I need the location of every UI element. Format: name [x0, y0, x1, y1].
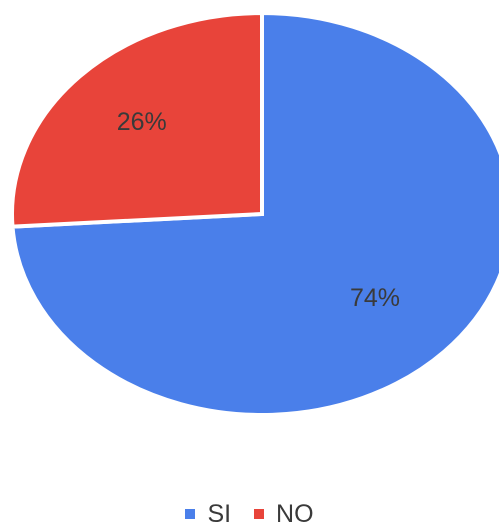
legend-item-no: NO: [254, 500, 314, 529]
slice-label-no: 26%: [117, 108, 167, 136]
slice-label-si: 74%: [350, 284, 400, 312]
legend-item-si: SI: [185, 500, 231, 529]
legend-label-si: SI: [207, 499, 232, 528]
legend-swatch-si: [185, 509, 196, 519]
legend: SI NO: [0, 497, 499, 529]
legend-label-no: NO: [276, 499, 314, 528]
pie-slice-si: [10, 10, 499, 417]
legend-swatch-no: [254, 509, 265, 519]
pie-slice-no: [10, 10, 264, 229]
